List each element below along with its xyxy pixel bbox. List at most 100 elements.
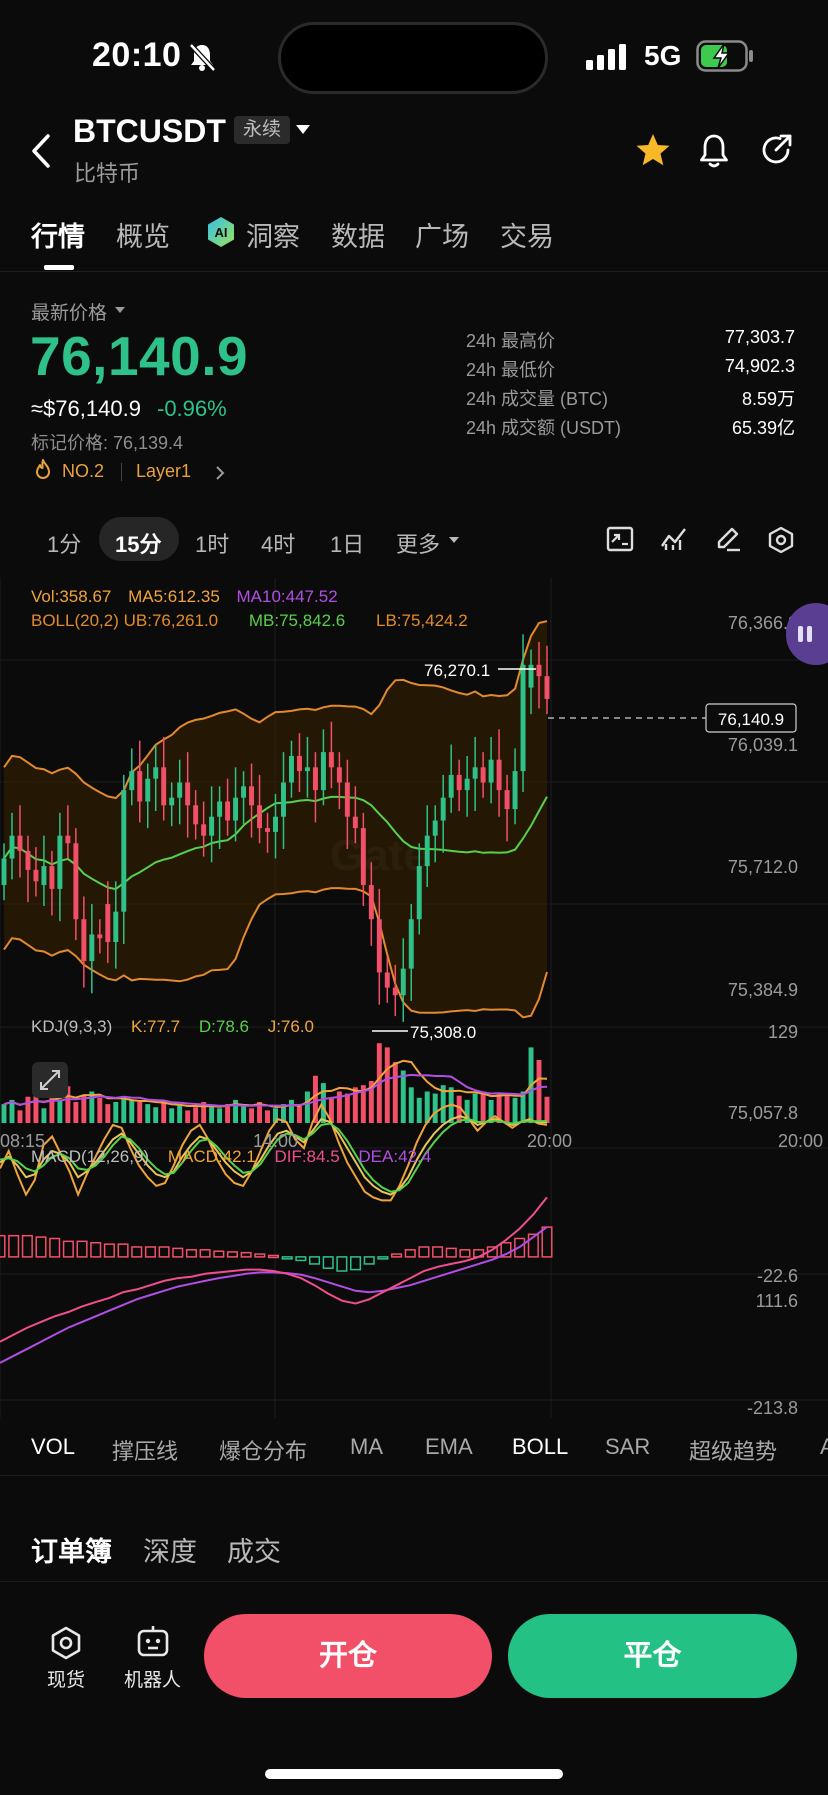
volume-bar <box>33 1093 39 1123</box>
x-tick: 20:00 <box>527 1131 572 1151</box>
chart-expand-icon[interactable] <box>606 526 634 552</box>
candle-body <box>241 786 247 798</box>
last-price-label[interactable]: 最新价格 <box>31 303 108 324</box>
stat-turnover-value: 65.39亿 <box>731 418 795 438</box>
candle-body <box>464 778 470 791</box>
tab-depth[interactable]: 深度 <box>143 1537 197 1567</box>
caret-down-icon[interactable] <box>115 307 125 313</box>
tab-underline <box>44 265 74 270</box>
home-indicator[interactable] <box>265 1769 563 1779</box>
pause-icon[interactable] <box>796 625 816 643</box>
current-price-label: 76,140.9 <box>718 710 784 729</box>
caret-down-icon[interactable] <box>449 537 459 543</box>
candle-body <box>472 767 478 779</box>
kline-chart[interactable]: Gate Vol:358.67 MA5:612.35 MA10:447.52 B… <box>0 578 828 1418</box>
macd-histogram-bar <box>295 1256 307 1262</box>
indicator-tab-support[interactable]: 撑压线 <box>112 1439 179 1464</box>
volume-bar <box>368 1081 374 1123</box>
robot-icon[interactable] <box>136 1624 170 1658</box>
draw-pen-icon[interactable] <box>714 526 742 552</box>
indicator-tab-ma[interactable]: MA <box>350 1434 383 1459</box>
volume-bar <box>225 1104 231 1123</box>
indicator-tab-ema[interactable]: EMA <box>425 1434 473 1459</box>
volume-bar <box>49 1091 55 1123</box>
y-tick: 75,057.8 <box>728 1103 798 1123</box>
svg-text:KDJ(9,3,3) K:77.7 D:78: KDJ(9,3,3) K:77.7 D:78.6 J:76.0 <box>31 1017 314 1036</box>
tab-trades[interactable]: 成交 <box>227 1537 281 1567</box>
tab-insight[interactable]: 洞察 <box>246 222 300 252</box>
indicator-tab-more[interactable]: A <box>820 1434 828 1459</box>
candle-body <box>121 790 127 912</box>
ai-insight-icon: AI <box>208 217 234 247</box>
volume-bar <box>504 1095 510 1123</box>
tab-square[interactable]: 广场 <box>415 222 469 252</box>
chevron-right-icon[interactable] <box>215 465 225 481</box>
volume-bar <box>336 1091 342 1123</box>
candle-body <box>57 835 63 889</box>
candle-body <box>504 790 510 810</box>
symbol-title[interactable]: BTCUSDT <box>73 113 226 149</box>
tab-trade[interactable]: 交易 <box>500 222 554 252</box>
y-tick: 76,366.3 <box>728 613 798 633</box>
interval-15m[interactable]: 15分 <box>115 532 162 557</box>
settings-hexagon-icon[interactable] <box>767 526 795 554</box>
volume-bar <box>161 1099 167 1123</box>
interval-more[interactable]: 更多 <box>396 532 441 557</box>
back-arrow-icon[interactable] <box>30 133 52 169</box>
bot-label[interactable]: 机器人 <box>124 1670 182 1691</box>
volume-bar <box>352 1087 358 1123</box>
close-position-button[interactable]: 平仓 <box>508 1614 797 1698</box>
kdj-label: KDJ(9,3,3) <box>31 1017 112 1036</box>
x-tick: 20:00 <box>778 1131 823 1151</box>
tab-orderbook[interactable]: 订单簿 <box>31 1537 112 1567</box>
interval-4h[interactable]: 4时 <box>261 532 296 557</box>
indicator-tab-supertrend[interactable]: 超级趋势 <box>689 1439 778 1464</box>
macd-histogram-bar <box>158 1246 170 1258</box>
divider <box>0 1581 828 1582</box>
perpetual-badge: 永续 <box>234 116 291 144</box>
bell-alert-icon[interactable] <box>698 133 730 169</box>
volume-bar <box>360 1085 366 1123</box>
rank-tag[interactable]: NO.2 <box>62 461 105 481</box>
candle-body <box>336 767 342 783</box>
macd-histogram-bar <box>90 1241 102 1258</box>
boll-lb-value: LB:75,424.2 <box>376 611 468 630</box>
volume-bar <box>496 1093 502 1123</box>
macd-histogram-bar <box>363 1256 375 1265</box>
spot-label[interactable]: 现货 <box>47 1670 86 1691</box>
interval-1h[interactable]: 1时 <box>195 532 230 557</box>
candle-body <box>209 816 215 836</box>
divider <box>0 271 828 272</box>
open-position-button[interactable]: 开仓 <box>204 1614 492 1698</box>
interval-1m[interactable]: 1分 <box>47 532 82 557</box>
macd-histogram-bar <box>240 1251 252 1258</box>
spot-icon[interactable] <box>48 1625 84 1661</box>
macd-histogram-bar <box>0 1234 6 1258</box>
share-icon[interactable] <box>760 133 794 167</box>
volume-bar <box>1 1104 7 1123</box>
y-tick: 75,384.9 <box>728 980 798 1000</box>
tab-data[interactable]: 数据 <box>331 222 385 252</box>
chevron-down-icon[interactable] <box>296 125 310 134</box>
indicator-icon[interactable] <box>660 526 688 552</box>
indicator-tab-vol[interactable]: VOL <box>31 1434 76 1459</box>
volume-bar <box>281 1104 286 1123</box>
indicator-tab-liquidation[interactable]: 爆仓分布 <box>219 1439 308 1464</box>
candle-body <box>400 968 406 996</box>
volume-bar <box>257 1102 263 1123</box>
stat-turnover-label: 24h 成交额 (USDT) <box>466 418 622 438</box>
indicator-tab-boll[interactable]: BOLL <box>512 1434 569 1459</box>
candle-body <box>281 782 286 817</box>
category-tag[interactable]: Layer1 <box>136 461 192 481</box>
tab-overview[interactable]: 概览 <box>116 222 170 252</box>
macd-histogram-bar <box>445 1247 457 1258</box>
indicator-tab-sar[interactable]: SAR <box>605 1434 651 1459</box>
macd-dea-value: DEA:42.4 <box>358 1147 431 1166</box>
star-favorite-icon[interactable] <box>635 133 671 167</box>
interval-1d[interactable]: 1日 <box>330 532 365 557</box>
tab-market[interactable]: 行情 <box>31 222 85 252</box>
candle-body <box>1 858 7 886</box>
volume-bar <box>304 1091 310 1123</box>
expand-arrows-icon[interactable] <box>39 1069 61 1091</box>
boll-ub-value: BOLL(20,2) UB:76,261.0 <box>31 611 218 630</box>
